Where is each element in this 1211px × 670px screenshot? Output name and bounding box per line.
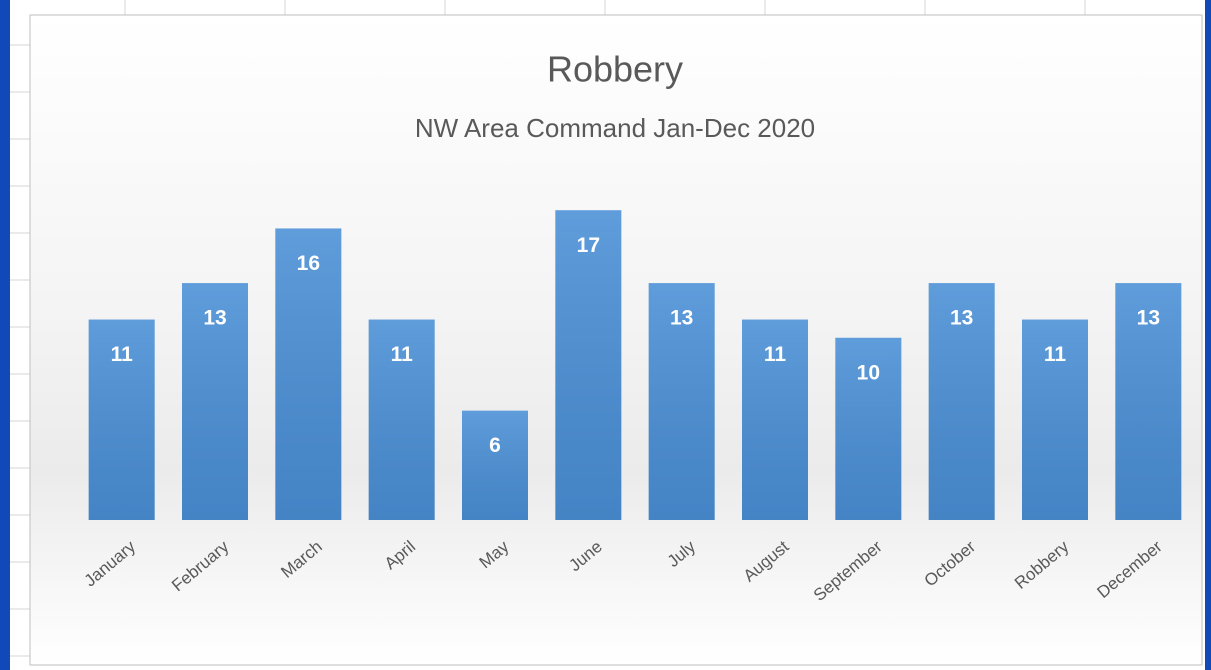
bar-shade — [1115, 283, 1182, 520]
bar-shade — [928, 283, 995, 520]
sheet-grid — [10, 0, 1086, 657]
data-label: 17 — [577, 234, 600, 257]
data-label: 13 — [1137, 307, 1160, 330]
data-label: 11 — [391, 343, 414, 366]
data-label: 10 — [857, 361, 880, 384]
bar-shade — [555, 210, 622, 520]
bar-shade — [648, 283, 715, 520]
data-label: 13 — [670, 307, 693, 330]
bar-shade — [1022, 319, 1088, 520]
data-label: 11 — [764, 343, 787, 366]
data-label: 13 — [950, 307, 973, 330]
bar-shade — [742, 319, 808, 520]
bar-shade — [182, 283, 248, 520]
data-label: 16 — [297, 252, 320, 275]
bar-shade — [835, 337, 902, 520]
bar-shade — [368, 319, 435, 520]
data-label: 13 — [203, 307, 226, 330]
data-label: 6 — [489, 434, 501, 457]
bar-shade — [88, 319, 155, 520]
data-label: 11 — [111, 343, 134, 366]
chart-title: Robbery — [547, 49, 683, 90]
chart-subtitle: NW Area Command Jan-Dec 2020 — [415, 113, 815, 143]
data-label: 11 — [1044, 343, 1067, 366]
bar-shade — [275, 228, 342, 520]
bar-shade — [462, 410, 528, 520]
